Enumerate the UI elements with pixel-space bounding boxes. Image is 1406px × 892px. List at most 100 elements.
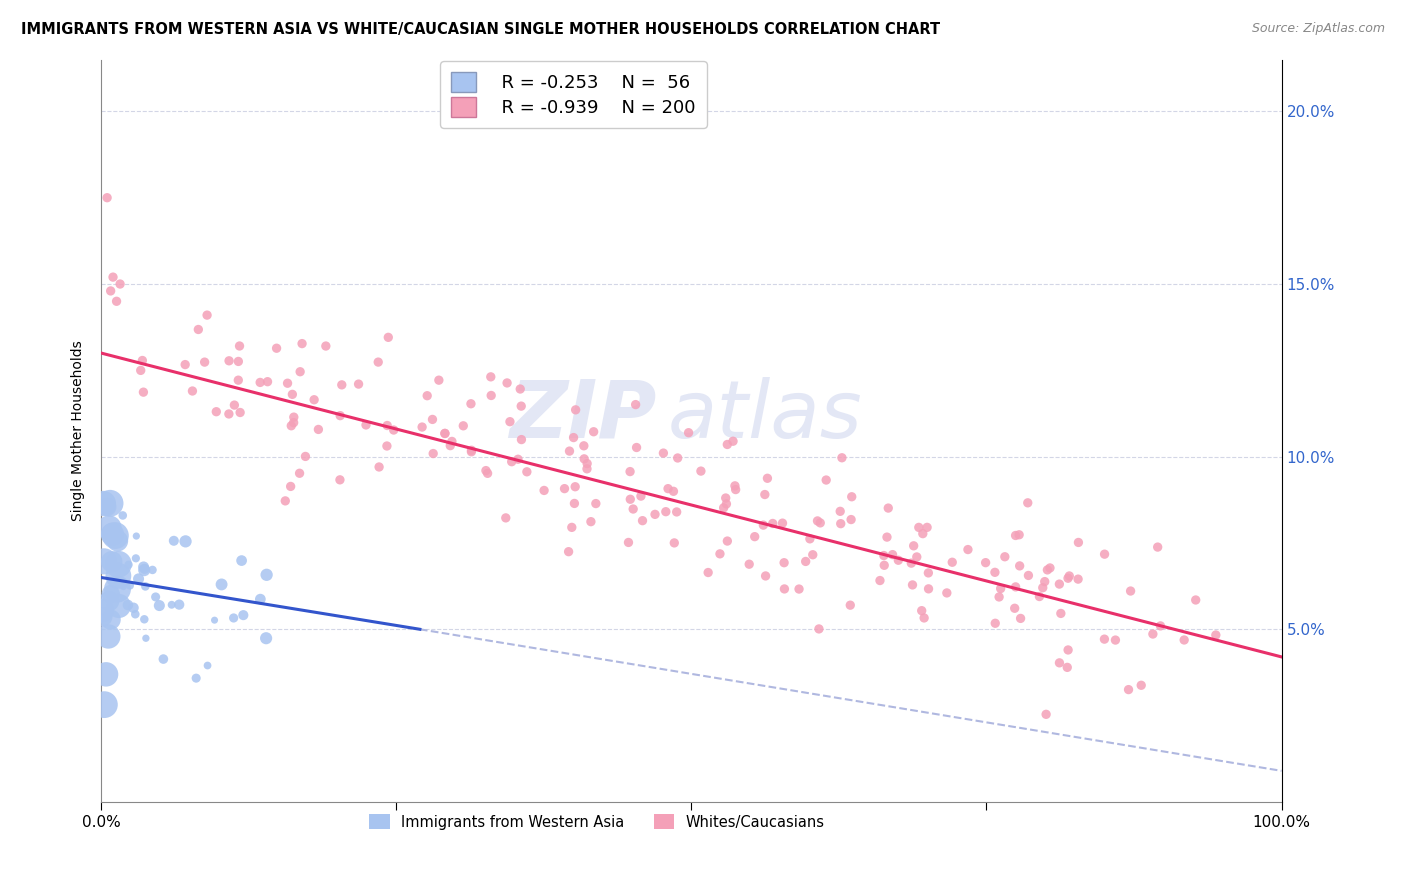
Point: [873, 558, 896, 573]
Point: [134, 563, 156, 577]
Point: [280, 479, 302, 493]
Point: [510, 433, 533, 447]
Point: [876, 530, 898, 544]
Point: [218, 407, 240, 421]
Point: [1184, 593, 1206, 607]
Point: [799, 532, 821, 546]
Point: [630, 489, 652, 503]
Point: [254, 632, 277, 646]
Point: [807, 622, 830, 636]
Point: [917, 566, 939, 580]
Point: [917, 582, 939, 596]
Point: [787, 582, 810, 596]
Point: [98, 594, 121, 608]
Point: [655, 505, 678, 519]
Point: [721, 434, 744, 449]
Point: [460, 443, 482, 458]
Point: [1118, 682, 1140, 697]
Point: [277, 376, 299, 391]
Point: [1047, 577, 1070, 591]
Point: [375, 439, 398, 453]
Point: [724, 479, 747, 493]
Point: [416, 389, 439, 403]
Point: [1033, 574, 1056, 589]
Point: [501, 455, 523, 469]
Point: [716, 497, 738, 511]
Point: [329, 409, 352, 423]
Point: [1050, 607, 1073, 621]
Point: [181, 384, 204, 398]
Point: [806, 514, 828, 528]
Text: ZIP: ZIP: [509, 377, 657, 455]
Point: [984, 616, 1007, 631]
Point: [224, 398, 246, 412]
Point: [1094, 547, 1116, 561]
Point: [117, 598, 139, 612]
Point: [1032, 581, 1054, 595]
Point: [477, 467, 499, 481]
Point: [773, 582, 796, 596]
Point: [619, 492, 641, 507]
Point: [900, 556, 922, 570]
Point: [1028, 590, 1050, 604]
Point: [621, 502, 644, 516]
Point: [533, 483, 555, 498]
Point: [1057, 571, 1080, 585]
Point: [714, 491, 737, 505]
Point: [433, 426, 456, 441]
Point: [377, 330, 399, 344]
Point: [915, 520, 938, 534]
Point: [564, 480, 586, 494]
Point: [148, 599, 170, 613]
Point: [887, 553, 910, 567]
Point: [716, 437, 738, 451]
Point: [665, 505, 688, 519]
Point: [756, 471, 779, 485]
Text: atlas: atlas: [668, 377, 862, 455]
Point: [411, 420, 433, 434]
Point: [1004, 528, 1026, 542]
Point: [644, 508, 666, 522]
Point: [104, 528, 127, 542]
Point: [228, 354, 250, 368]
Point: [132, 385, 155, 400]
Point: [453, 418, 475, 433]
Point: [433, 426, 456, 441]
Point: [368, 460, 391, 475]
Point: [111, 508, 134, 523]
Point: [713, 500, 735, 515]
Point: [218, 353, 240, 368]
Point: [204, 613, 226, 627]
Point: [617, 535, 640, 549]
Point: [830, 504, 852, 518]
Point: [1004, 580, 1026, 594]
Point: [619, 465, 641, 479]
Point: [118, 579, 141, 593]
Point: [96, 191, 118, 205]
Point: [1067, 535, 1090, 549]
Point: [302, 392, 325, 407]
Point: [935, 586, 957, 600]
Point: [117, 558, 139, 572]
Point: [579, 515, 602, 529]
Point: [1004, 601, 1026, 615]
Point: [232, 608, 254, 623]
Point: [422, 446, 444, 460]
Point: [135, 632, 157, 646]
Point: [479, 369, 502, 384]
Point: [562, 431, 585, 445]
Point: [762, 516, 785, 531]
Point: [709, 547, 731, 561]
Point: [1008, 558, 1031, 573]
Point: [1036, 563, 1059, 577]
Point: [347, 377, 370, 392]
Point: [496, 376, 519, 390]
Point: [1130, 678, 1153, 692]
Point: [564, 402, 586, 417]
Point: [974, 556, 997, 570]
Point: [990, 582, 1012, 596]
Point: [808, 516, 831, 530]
Point: [582, 425, 605, 439]
Point: [839, 512, 862, 526]
Point: [163, 533, 186, 548]
